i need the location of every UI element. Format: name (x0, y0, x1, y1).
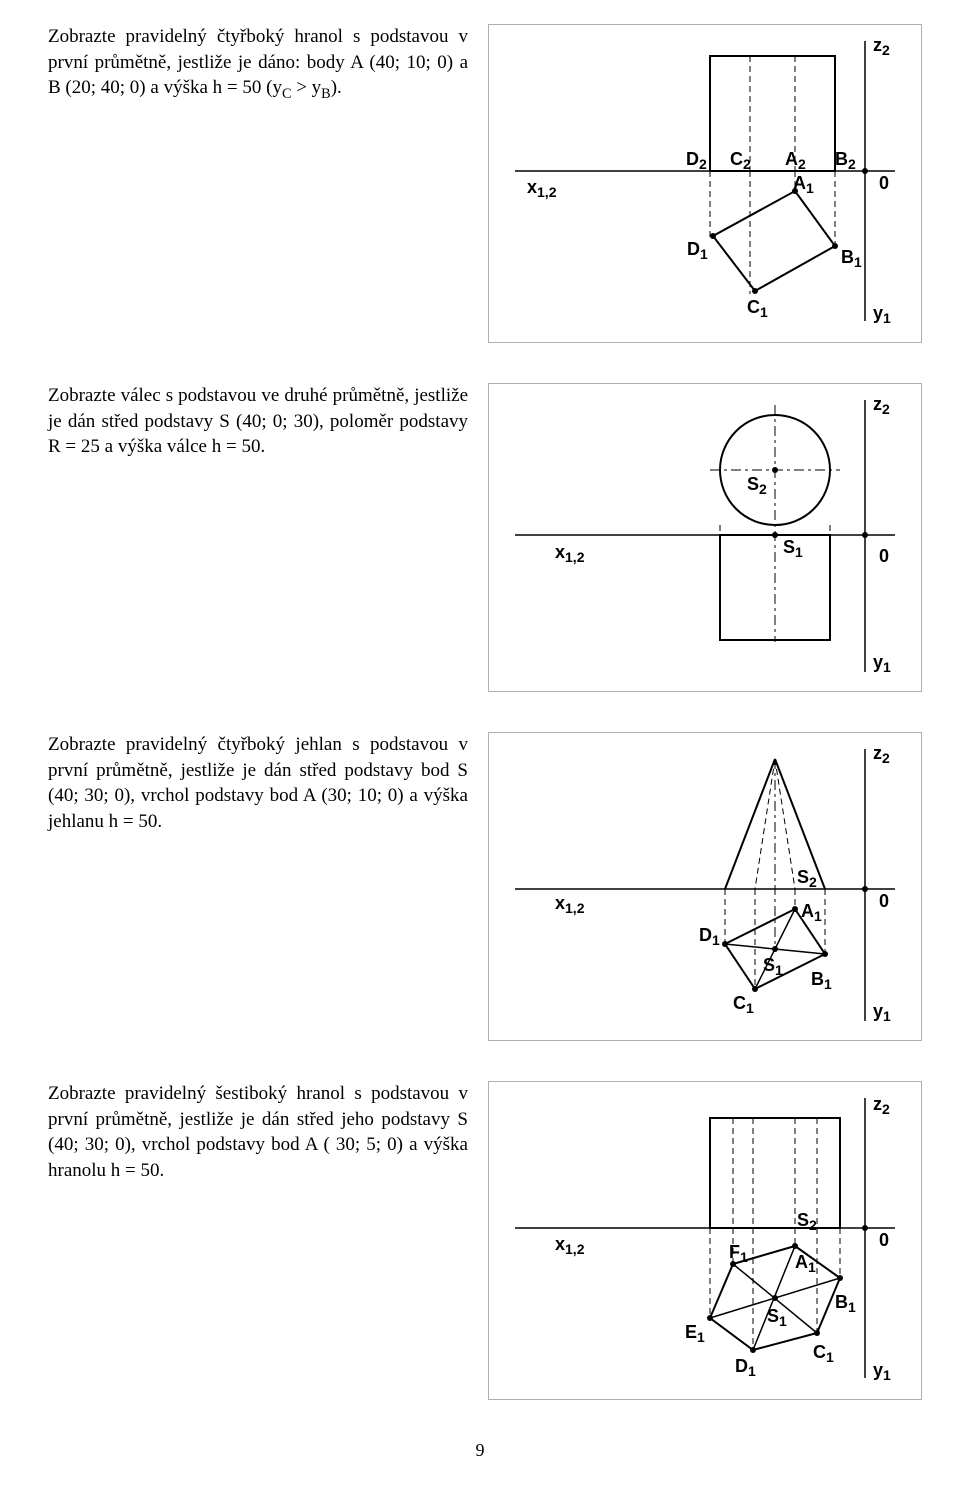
svg-text:y1: y1 (873, 1360, 891, 1383)
svg-text:C1: C1 (747, 297, 768, 320)
exercise-4: Zobrazte pravidelný šestiboký hranol s p… (48, 1081, 912, 1400)
svg-text:B1: B1 (841, 247, 862, 270)
svg-text:x1,2: x1,2 (527, 177, 557, 200)
svg-text:y1: y1 (873, 303, 891, 326)
svg-text:S1: S1 (783, 537, 803, 560)
exercise-3-text: Zobrazte pravidelný čtyřboký jehlan s po… (48, 732, 468, 835)
pyramid-svg: z2 y1 0 x1,2 S2 A1 B1 C1 D1 S1 (495, 739, 915, 1029)
page-number: 9 (48, 1440, 912, 1461)
svg-text:A1: A1 (795, 1252, 816, 1275)
svg-text:z2: z2 (873, 35, 890, 58)
svg-text:C1: C1 (733, 993, 754, 1016)
svg-text:S2: S2 (797, 1210, 817, 1233)
svg-text:A1: A1 (801, 901, 822, 924)
svg-text:0: 0 (879, 173, 889, 193)
prism-square-svg: z2 y1 0 x1,2 D2 C2 A2 B2 A1 B1 C1 D1 (495, 31, 915, 331)
svg-text:z2: z2 (873, 394, 890, 417)
svg-text:0: 0 (879, 891, 889, 911)
svg-text:C2: C2 (730, 149, 751, 172)
exercise-4-figure: z2 y1 0 x1,2 S2 A1 B1 C1 D1 E1 F1 S1 (488, 1081, 922, 1400)
svg-text:D2: D2 (686, 149, 707, 172)
svg-text:B1: B1 (835, 1292, 856, 1315)
svg-text:S2: S2 (747, 474, 767, 497)
svg-text:D1: D1 (735, 1356, 756, 1379)
page: Zobrazte pravidelný čtyřboký hranol s po… (0, 0, 960, 1485)
exercise-3-figure: z2 y1 0 x1,2 S2 A1 B1 C1 D1 S1 (488, 732, 922, 1041)
cylinder-svg: z2 y1 0 x1,2 S2 S1 (495, 390, 915, 680)
svg-text:D1: D1 (687, 239, 708, 262)
svg-text:x1,2: x1,2 (555, 542, 585, 565)
svg-text:B1: B1 (811, 969, 832, 992)
svg-text:0: 0 (879, 1230, 889, 1250)
svg-text:S1: S1 (767, 1306, 787, 1329)
exercise-2: Zobrazte válec s podstavou ve druhé prům… (48, 383, 912, 692)
svg-text:y1: y1 (873, 1001, 891, 1024)
svg-text:C1: C1 (813, 1342, 834, 1365)
exercise-3: Zobrazte pravidelný čtyřboký jehlan s po… (48, 732, 912, 1041)
svg-text:0: 0 (879, 546, 889, 566)
svg-text:z2: z2 (873, 1094, 890, 1117)
svg-text:S1: S1 (763, 955, 783, 978)
svg-text:x1,2: x1,2 (555, 893, 585, 916)
exercise-1-figure: z2 y1 0 x1,2 D2 C2 A2 B2 A1 B1 C1 D1 (488, 24, 922, 343)
exercise-2-figure: z2 y1 0 x1,2 S2 S1 (488, 383, 922, 692)
svg-text:y1: y1 (873, 652, 891, 675)
svg-text:z2: z2 (873, 743, 890, 766)
svg-text:S2: S2 (797, 867, 817, 890)
svg-text:E1: E1 (685, 1322, 705, 1345)
exercise-4-text: Zobrazte pravidelný šestiboký hranol s p… (48, 1081, 468, 1184)
svg-text:A2: A2 (785, 149, 806, 172)
svg-text:B2: B2 (835, 149, 856, 172)
svg-text:x1,2: x1,2 (555, 1234, 585, 1257)
exercise-2-text: Zobrazte válec s podstavou ve druhé prům… (48, 383, 468, 460)
svg-text:A1: A1 (793, 173, 814, 196)
svg-text:D1: D1 (699, 925, 720, 948)
svg-text:F1: F1 (729, 1242, 748, 1265)
exercise-1: Zobrazte pravidelný čtyřboký hranol s po… (48, 24, 912, 343)
hexagon-prism-svg: z2 y1 0 x1,2 S2 A1 B1 C1 D1 E1 F1 S1 (495, 1088, 915, 1388)
exercise-1-text: Zobrazte pravidelný čtyřboký hranol s po… (48, 24, 468, 104)
